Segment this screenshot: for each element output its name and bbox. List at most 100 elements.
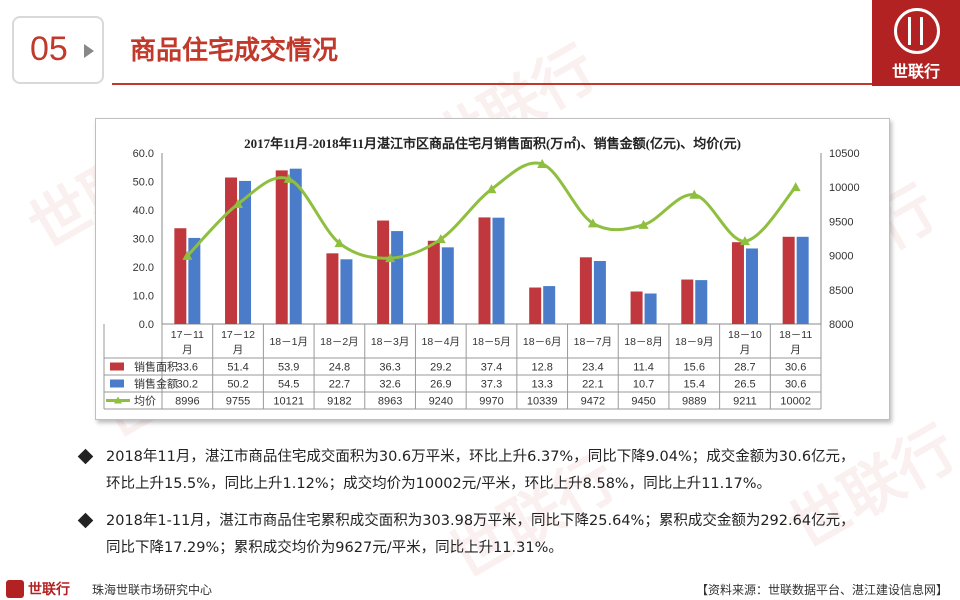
brand-logo: 世联行	[872, 0, 960, 86]
y2-tick-label: 8500	[829, 285, 853, 297]
page-title: 商品住宅成交情况	[130, 36, 339, 66]
data-label: 11.4	[633, 362, 654, 374]
data-label: 32.6	[379, 379, 400, 391]
bar-sales-amount	[593, 261, 606, 324]
combo-chart: 60.0 50.0 40.0 30.0 20.0 10.0 0.0 10500 10000 950…	[103, 148, 860, 410]
footer-org: 珠海世联市场研究中心	[92, 583, 213, 597]
section-number: 05	[30, 30, 68, 68]
x-tick-label: 18－1月	[269, 336, 308, 348]
x-tick-label: 18－6月	[523, 336, 562, 348]
x-tick-label: 17－11	[171, 329, 204, 341]
footer-brand: 世联行	[28, 582, 70, 598]
data-label: 15.6	[684, 362, 705, 374]
data-label: 10.7	[633, 379, 654, 391]
legend-swatch	[110, 379, 124, 388]
x-tick-label: 18－3月	[371, 336, 410, 348]
x-tick-label: 月	[182, 344, 193, 356]
bullet-text: 环比上升15.5%，同比上升1.12%；成交均价为10002元/平米，环比上升8…	[106, 476, 771, 492]
bar-sales-area	[377, 220, 390, 324]
data-label: 37.4	[481, 362, 502, 374]
data-label: 30.2	[177, 379, 198, 391]
bar-sales-area	[174, 228, 187, 324]
legend-marker	[114, 396, 122, 404]
x-tick-label: 月	[740, 344, 751, 356]
data-label: 26.5	[734, 379, 755, 391]
diamond-bullet-icon	[77, 448, 94, 465]
bar-sales-area	[579, 257, 592, 324]
data-label: 12.8	[531, 362, 552, 374]
x-tick-label: 月	[790, 344, 801, 356]
y-tick-label: 30.0	[133, 234, 154, 246]
data-label: 30.6	[785, 379, 806, 391]
y-tick-label: 0.0	[139, 319, 154, 331]
bar-sales-area	[630, 291, 643, 324]
bar-sales-amount	[289, 168, 302, 324]
bullet-text: 2018年1-11月，湛江市商品住宅累积成交面积为303.98万平米，同比下降2…	[106, 513, 855, 529]
data-label: 30.6	[785, 362, 806, 374]
point-avg-price	[334, 238, 345, 248]
point-avg-price	[385, 253, 396, 263]
data-label: 9211	[733, 396, 757, 408]
data-label: 9889	[682, 396, 706, 408]
chart-title: 2017年11月-2018年11月湛江市区商品住宅月销售面积(万㎡)、销售金额(…	[244, 136, 741, 151]
x-tick-label: 17－12	[221, 329, 255, 341]
data-label: 26.9	[430, 379, 451, 391]
data-label: 8963	[378, 396, 402, 408]
data-label: 36.3	[379, 362, 400, 374]
data-label: 28.7	[734, 362, 755, 374]
point-avg-price	[689, 189, 700, 199]
bar-sales-amount	[543, 286, 556, 324]
bar-sales-area	[782, 236, 795, 324]
bar-sales-amount	[796, 236, 809, 324]
data-label: 24.8	[329, 362, 350, 374]
data-source: 【资料来源：世联数据平台、湛江建设信息网】	[695, 583, 948, 597]
point-avg-price	[283, 173, 294, 183]
data-label: 9755	[226, 396, 250, 408]
legend-label: 销售金额	[134, 377, 178, 391]
data-label: 51.4	[227, 362, 248, 374]
data-label: 54.5	[278, 379, 299, 391]
x-tick-label: 18－11	[779, 329, 812, 341]
data-label: 22.7	[329, 379, 350, 391]
bar-sales-area	[427, 240, 440, 324]
bar-sales-area	[478, 217, 491, 324]
bar-sales-area	[275, 170, 288, 324]
data-label: 33.6	[177, 362, 198, 374]
x-tick-label: 18－5月	[472, 336, 511, 348]
y2-tick-label: 10000	[829, 182, 860, 194]
bar-sales-area	[529, 287, 542, 324]
data-label: 9240	[429, 396, 453, 408]
bullet-text: 2018年11月，湛江市商品住宅成交面积为30.6万平米，环比上升6.37%，同…	[106, 449, 855, 465]
bar-sales-area	[326, 253, 339, 324]
point-avg-price	[233, 198, 244, 208]
bar-sales-area	[225, 177, 238, 324]
bar-sales-amount	[239, 180, 252, 324]
data-label: 10002	[780, 396, 811, 408]
legend-label: 销售面积	[134, 360, 178, 374]
title-divider	[112, 83, 922, 85]
bar-sales-area	[731, 242, 744, 324]
legend-swatch	[110, 362, 124, 371]
x-tick-label: 18－10	[728, 329, 762, 341]
data-label: 9450	[631, 396, 655, 408]
point-avg-price	[587, 218, 598, 228]
y2-tick-label: 9500	[829, 216, 853, 228]
y-tick-label: 40.0	[133, 205, 154, 217]
data-label: 9472	[581, 396, 605, 408]
data-label: 37.3	[481, 379, 502, 391]
x-tick-label: 月	[233, 344, 244, 356]
data-label: 13.3	[531, 379, 552, 391]
bar-sales-amount	[340, 259, 353, 324]
data-label: 23.4	[582, 362, 603, 374]
data-label: 50.2	[227, 379, 248, 391]
y-tick-label: 20.0	[133, 262, 154, 274]
data-label: 15.4	[684, 379, 705, 391]
brand-mark-icon	[894, 8, 940, 54]
data-label: 9182	[327, 396, 351, 408]
y-tick-label: 10.0	[133, 291, 154, 303]
x-tick-label: 18－2月	[320, 336, 359, 348]
y-tick-label: 60.0	[133, 148, 154, 160]
point-avg-price	[790, 182, 801, 192]
summary-bullet-1: 2018年11月，湛江市商品住宅成交面积为30.6万平米，环比上升6.37%，同…	[77, 444, 916, 498]
bar-sales-amount	[441, 247, 454, 324]
